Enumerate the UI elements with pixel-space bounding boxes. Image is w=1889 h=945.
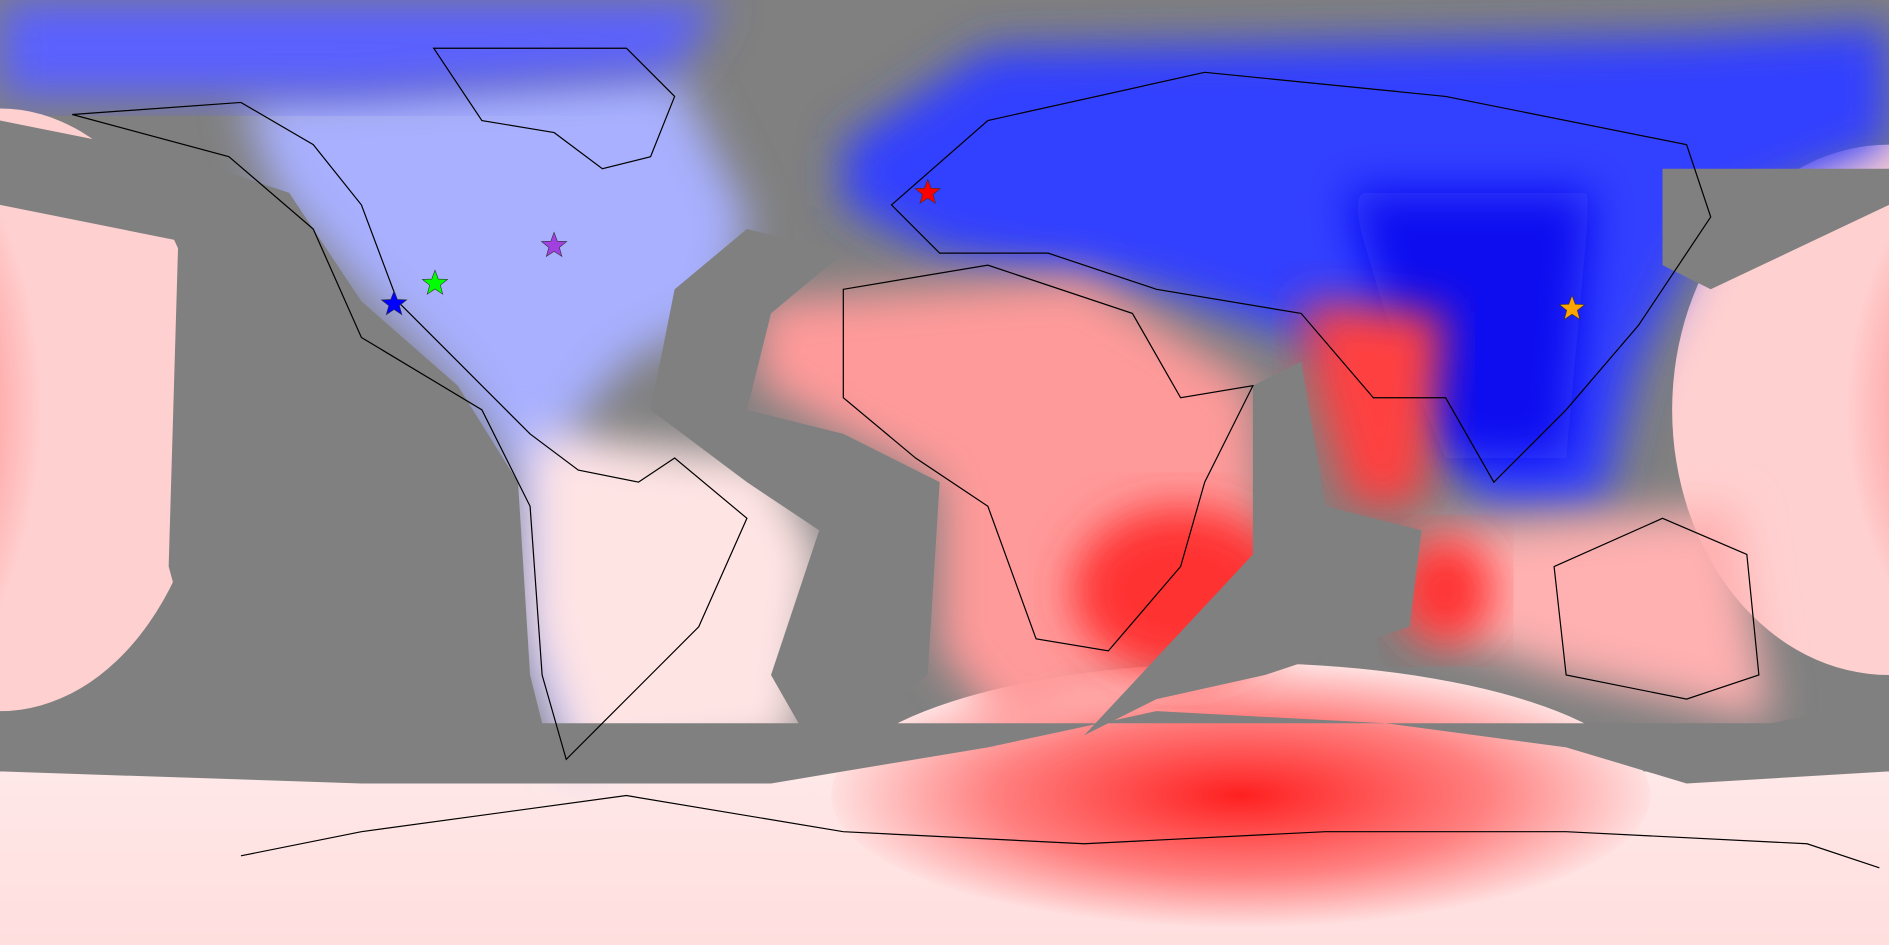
- marker-star: [540, 231, 568, 258]
- field-pacific-west: [0, 108, 211, 712]
- marker-star: [914, 178, 942, 205]
- field-asia-core: [1349, 192, 1591, 459]
- coastline-antarctica: [240, 794, 1880, 869]
- markers: [380, 178, 1586, 321]
- field-india: [1301, 301, 1446, 507]
- mask-pacific-east: [168, 156, 555, 772]
- marker-star: [1558, 294, 1586, 321]
- coastlines: [72, 47, 1880, 869]
- field-antarctic-red: [831, 662, 1651, 929]
- marker-star: [421, 269, 449, 295]
- coastline-greenland: [432, 47, 676, 170]
- coastline-americas: [72, 101, 748, 761]
- mask-atlantic: [650, 229, 940, 760]
- marker-star: [380, 289, 408, 316]
- coastline-africa: [842, 264, 1254, 652]
- mask-southern-ocean: [0, 711, 1889, 784]
- coastline-eurasia: [890, 71, 1712, 484]
- field-australia: [1421, 506, 1771, 724]
- coastline-australia: [1553, 517, 1760, 700]
- field-eurasia: [843, 24, 1889, 507]
- mask-indian: [1084, 361, 1422, 736]
- field-north-pacific: [0, 0, 723, 97]
- field-indian-core: [1397, 536, 1494, 645]
